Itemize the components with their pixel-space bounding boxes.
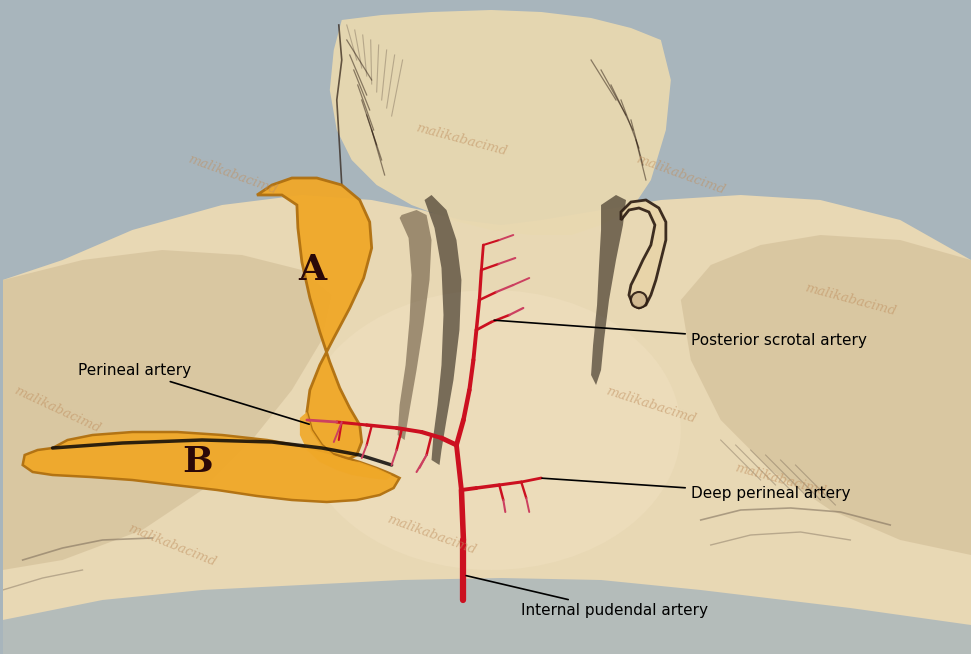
Text: malikabacimd: malikabacimd <box>803 282 897 318</box>
Text: malikabacimd: malikabacimd <box>733 462 827 498</box>
Text: A: A <box>298 253 326 287</box>
Polygon shape <box>591 195 626 385</box>
Polygon shape <box>300 412 391 480</box>
Text: Deep perineal artery: Deep perineal artery <box>542 478 851 501</box>
Text: Perineal artery: Perineal artery <box>78 363 309 424</box>
Polygon shape <box>424 195 461 465</box>
Text: B: B <box>182 445 213 479</box>
Polygon shape <box>3 250 332 570</box>
Text: Posterior scrotal artery: Posterior scrotal artery <box>494 320 867 348</box>
Polygon shape <box>3 578 971 654</box>
Text: Internal pudendal artery: Internal pudendal artery <box>466 576 708 618</box>
Text: malikabacimd: malikabacimd <box>634 153 727 198</box>
Text: malikabacimd: malikabacimd <box>13 385 103 436</box>
Polygon shape <box>397 210 431 440</box>
Ellipse shape <box>302 290 681 570</box>
Polygon shape <box>3 195 971 654</box>
Polygon shape <box>681 235 971 555</box>
Text: malikabacimd: malikabacimd <box>126 521 218 568</box>
Polygon shape <box>22 432 400 502</box>
Text: malikabacimd: malikabacimd <box>385 513 478 557</box>
Text: malikabacimd: malikabacimd <box>415 122 509 158</box>
Polygon shape <box>257 178 372 460</box>
Ellipse shape <box>631 292 647 308</box>
Polygon shape <box>621 200 666 308</box>
Text: malikabacimd: malikabacimd <box>185 153 279 198</box>
Polygon shape <box>330 10 671 235</box>
Text: malikabacimd: malikabacimd <box>604 385 697 426</box>
